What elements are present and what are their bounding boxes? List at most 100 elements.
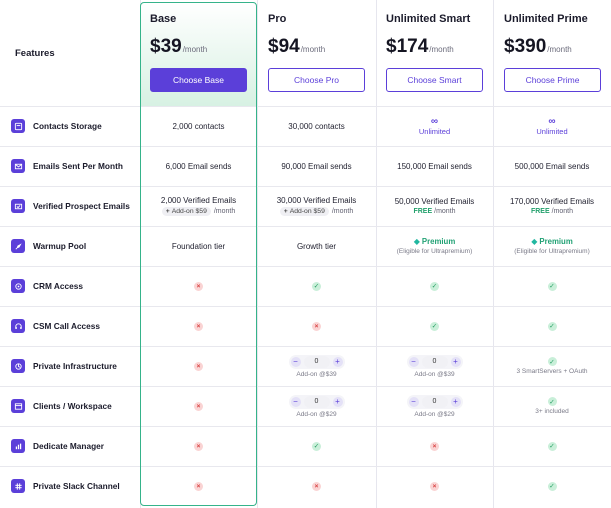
cross-icon: × bbox=[312, 321, 321, 331]
plan-name: Unlimited Prime bbox=[504, 13, 588, 25]
increment-button[interactable]: + bbox=[332, 396, 343, 407]
rocket-icon bbox=[11, 239, 25, 253]
feature-cell: Warmup Pool bbox=[0, 226, 140, 266]
check-icon: ✓ bbox=[430, 321, 439, 331]
value-cell: ✓ bbox=[493, 466, 611, 506]
infrastructure-icon bbox=[11, 359, 25, 373]
feature-label: Emails Sent Per Month bbox=[33, 161, 123, 171]
value-cell: 6,000 Email sends bbox=[165, 161, 232, 171]
features-header: Features bbox=[15, 48, 55, 59]
value-cell: ✓ bbox=[376, 306, 493, 346]
diamond-icon: ◆ bbox=[531, 237, 538, 246]
value-cell: ◆ Premium (Eligible for Ultrapremium) bbox=[514, 237, 590, 255]
choose-prime-button[interactable]: Choose Prime bbox=[504, 68, 601, 92]
quantity-stepper: − 0 + bbox=[288, 394, 345, 409]
value-cell: × bbox=[140, 386, 257, 426]
value-cell: × bbox=[140, 466, 257, 506]
add-on-pill[interactable]: + Add-on $59 bbox=[279, 207, 329, 216]
cross-icon: × bbox=[312, 481, 321, 491]
feature-cell: CSM Call Access bbox=[0, 306, 140, 346]
check-icon: ✓ bbox=[547, 441, 557, 451]
quantity-value[interactable]: 0 bbox=[303, 395, 330, 408]
check-icon: ✓ bbox=[312, 281, 321, 291]
cross-icon: × bbox=[194, 481, 203, 491]
feature-cell: Clients / Workspace bbox=[0, 386, 140, 426]
feature-label: Private Slack Channel bbox=[33, 481, 120, 491]
table-row: Verified Prospect Emails 2,000 Verified … bbox=[0, 186, 611, 226]
verified-mail-icon bbox=[11, 199, 25, 213]
value-cell: ∞ Unlimited bbox=[418, 115, 451, 136]
cross-icon: × bbox=[194, 281, 203, 291]
value-cell: ✓ 3+ included bbox=[535, 397, 569, 415]
table-row: Private Infrastructure × − 0 + Add-on @$… bbox=[0, 346, 611, 386]
check-icon: ✓ bbox=[312, 441, 321, 451]
value-cell: ✓ 3 SmartServers + OAuth bbox=[516, 357, 588, 375]
value-cell: × bbox=[140, 306, 257, 346]
value-cell: ◆ Premium (Eligible for Ultrapremium) bbox=[396, 237, 473, 255]
crm-icon bbox=[11, 279, 25, 293]
decrement-button[interactable]: − bbox=[408, 396, 419, 407]
value-cell: ✓ bbox=[257, 426, 376, 466]
quantity-value[interactable]: 0 bbox=[303, 355, 330, 368]
infinity-icon: ∞ bbox=[430, 115, 439, 127]
value-cell: × bbox=[376, 426, 493, 466]
value-cell: 2,000 contacts bbox=[172, 121, 225, 131]
value-cell: − 0 + Add-on @$39 bbox=[257, 346, 376, 386]
value-cell: 170,000 Verified Emails FREE/month bbox=[509, 197, 595, 215]
plan-price: $390/month bbox=[504, 36, 572, 57]
feature-label: Dedicate Manager bbox=[33, 441, 105, 451]
value-cell: 500,000 Email sends bbox=[514, 161, 590, 171]
feature-cell: Contacts Storage bbox=[0, 106, 140, 146]
cross-icon: × bbox=[194, 361, 203, 371]
value-cell: 2,000 Verified Emails + Add-on $59/month bbox=[160, 196, 237, 216]
value-cell: × bbox=[376, 466, 493, 506]
check-icon: ✓ bbox=[430, 281, 439, 291]
value-cell: 50,000 Verified Emails FREE/month bbox=[394, 197, 475, 215]
choose-pro-button[interactable]: Choose Pro bbox=[268, 68, 365, 92]
value-cell: × bbox=[140, 426, 257, 466]
cross-icon: × bbox=[430, 441, 439, 451]
value-cell: ∞ Unlimited bbox=[536, 115, 568, 136]
table-row: Contacts Storage 2,000 contacts 30,000 c… bbox=[0, 106, 611, 146]
check-icon: ✓ bbox=[547, 281, 557, 291]
table-row: CSM Call Access × × ✓ ✓ bbox=[0, 306, 611, 346]
feature-label: Warmup Pool bbox=[33, 241, 87, 251]
plan-price: $174/month bbox=[386, 36, 454, 57]
value-cell: ✓ bbox=[257, 266, 376, 306]
choose-smart-button[interactable]: Choose Smart bbox=[386, 68, 483, 92]
increment-button[interactable]: + bbox=[450, 396, 461, 407]
value-cell: ✓ bbox=[493, 426, 611, 466]
decrement-button[interactable]: − bbox=[290, 356, 301, 367]
add-on-pill[interactable]: + Add-on $59 bbox=[161, 207, 211, 216]
headset-icon bbox=[11, 319, 25, 333]
quantity-stepper: − 0 + bbox=[288, 354, 345, 369]
choose-base-button[interactable]: Choose Base bbox=[150, 68, 247, 92]
quantity-value[interactable]: 0 bbox=[421, 355, 448, 368]
value-cell: 150,000 Email sends bbox=[397, 161, 472, 171]
feature-cell: Dedicate Manager bbox=[0, 426, 140, 466]
feature-label: Verified Prospect Emails bbox=[33, 201, 130, 211]
diamond-icon: ◆ bbox=[413, 237, 420, 246]
slack-icon bbox=[11, 479, 25, 493]
free-badge: FREE bbox=[530, 208, 550, 215]
value-cell: × bbox=[257, 306, 376, 346]
workspace-icon bbox=[11, 399, 25, 413]
increment-button[interactable]: + bbox=[332, 356, 343, 367]
quantity-stepper: − 0 + bbox=[406, 354, 463, 369]
feature-cell: Verified Prospect Emails bbox=[0, 186, 140, 226]
feature-label: CRM Access bbox=[33, 281, 83, 291]
decrement-button[interactable]: − bbox=[408, 356, 419, 367]
feature-label: Clients / Workspace bbox=[33, 401, 112, 411]
value-cell: × bbox=[140, 266, 257, 306]
decrement-button[interactable]: − bbox=[290, 396, 301, 407]
value-cell: Growth tier bbox=[296, 241, 337, 251]
quantity-value[interactable]: 0 bbox=[421, 395, 448, 408]
plan-price: $94/month bbox=[268, 36, 326, 57]
cross-icon: × bbox=[430, 481, 439, 491]
cross-icon: × bbox=[194, 441, 203, 451]
increment-button[interactable]: + bbox=[450, 356, 461, 367]
value-cell: 90,000 Email sends bbox=[281, 161, 352, 171]
quantity-stepper: − 0 + bbox=[406, 394, 463, 409]
chart-icon bbox=[11, 439, 25, 453]
